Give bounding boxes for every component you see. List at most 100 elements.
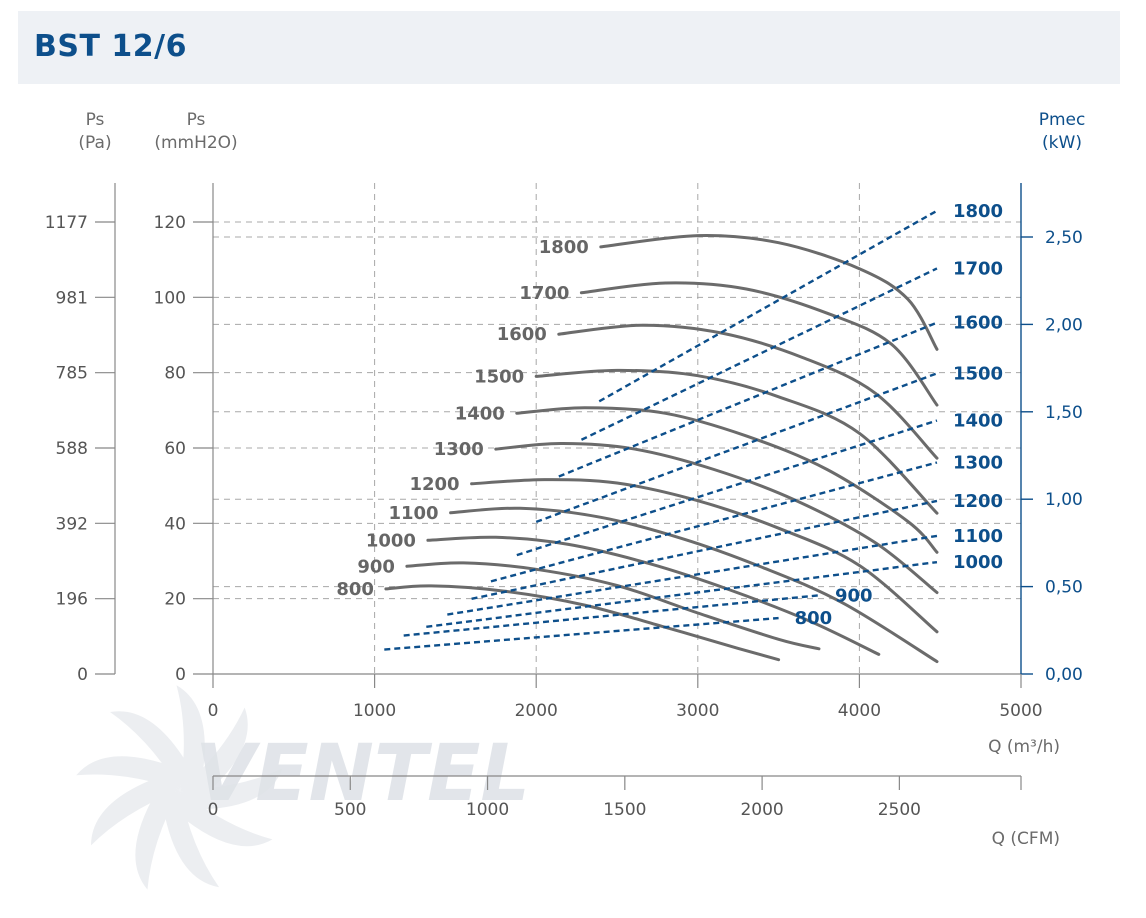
power-label-1400: 1400 (953, 411, 1003, 432)
power-curve-1100 (447, 534, 938, 616)
fan-blade-shape (176, 685, 205, 790)
power-curve-1500 (535, 372, 938, 524)
power-curve-1000 (426, 560, 938, 628)
cfm-tick-label: 1000 (466, 800, 509, 820)
pa-tick-label: 392 (56, 514, 88, 534)
power-label-1100: 1100 (953, 526, 1003, 547)
pmec-tick-label: 0,00 (1045, 665, 1083, 685)
x-tick-label: 5000 (999, 701, 1042, 721)
fan-blade-shape (110, 711, 185, 790)
pressure-curve-800 (384, 584, 781, 662)
x-tick-label: 0 (208, 701, 219, 721)
pressure-curve-1500 (534, 368, 939, 515)
pressure-label-1000: 1000 (366, 530, 416, 551)
pressure-curves: 8009001000110012001300140015001600170018… (336, 233, 939, 664)
mmh2o-tick-label: 100 (154, 288, 186, 308)
power-label-800: 800 (795, 608, 833, 629)
cfm-tick-label: 0 (208, 800, 219, 820)
pressure-label-1600: 1600 (497, 324, 547, 345)
pressure-label-1500: 1500 (474, 366, 524, 387)
power-label-900: 900 (835, 585, 873, 606)
pressure-label-1400: 1400 (455, 403, 505, 424)
x-tick-label: 2000 (515, 701, 558, 721)
mmh2o-tick-label: 20 (164, 590, 186, 610)
fan-blade-shape (76, 756, 180, 790)
pressure-label-800: 800 (336, 579, 374, 600)
pressure-label-1300: 1300 (434, 439, 484, 460)
pressure-curve-1400 (515, 406, 939, 554)
power-curve-1600 (558, 321, 938, 478)
pressure-label-1100: 1100 (388, 503, 438, 524)
pa-tick-label: 785 (56, 364, 88, 384)
pressure-curve-1800 (599, 233, 939, 351)
power-curve-900 (403, 594, 820, 637)
x-axis-title-cfm: Q (CFM) (992, 829, 1060, 849)
power-curve-1300 (490, 461, 938, 583)
fan-blade-shape (180, 768, 283, 810)
mmh2o-axis-title: Ps (187, 110, 206, 130)
pressure-curve-1300 (494, 441, 939, 595)
pmec-tick-label: 2,00 (1045, 315, 1083, 335)
fan-logo-watermark (76, 685, 283, 890)
grid-lines (213, 183, 1021, 674)
power-curve-800 (384, 616, 779, 651)
pa-tick-label: 196 (56, 590, 88, 610)
pmec-tick-label: 0,50 (1045, 578, 1083, 598)
mmh2o-axis-unit: (mmH2O) (154, 133, 237, 153)
cfm-tick-label: 1500 (603, 800, 646, 820)
watermark-text: VENTEL (195, 729, 530, 819)
pa-tick-label: 0 (77, 665, 88, 685)
pa-axis-title: Ps (86, 110, 105, 130)
fan-blade-shape (165, 790, 220, 888)
power-label-1300: 1300 (953, 452, 1003, 473)
pmec-axis-title: Pmec (1039, 110, 1086, 130)
pressure-curve-1000 (426, 535, 881, 656)
pressure-label-1200: 1200 (409, 474, 459, 495)
pa-tick-label: 981 (56, 288, 88, 308)
pmec-tick-label: 2,50 (1045, 228, 1083, 248)
pmec-tick-label: 1,50 (1045, 403, 1083, 423)
mmh2o-tick-label: 60 (164, 439, 186, 459)
power-curve-1200 (471, 499, 938, 601)
x-tick-label: 1000 (353, 701, 396, 721)
power-label-1500: 1500 (953, 363, 1003, 384)
pa-tick-label: 1177 (45, 213, 88, 233)
pressure-curve-1700 (579, 281, 939, 407)
power-label-1200: 1200 (953, 491, 1003, 512)
mmh2o-tick-label: 40 (164, 514, 186, 534)
axes: 0 196 392 588 785 981 1177 0 20 40 60 80 100 120 0,00 0… (45, 183, 1083, 820)
power-curve-1800 (598, 209, 938, 403)
power-label-1000: 1000 (953, 552, 1003, 573)
mmh2o-tick-label: 0 (175, 665, 186, 685)
pa-tick-label: 588 (56, 439, 88, 459)
x-tick-label: 4000 (838, 701, 881, 721)
power-curve-1400 (516, 419, 938, 557)
pressure-curve-900 (405, 561, 821, 651)
x-tick-label: 3000 (676, 701, 719, 721)
pa-axis-unit: (Pa) (78, 133, 111, 153)
cfm-tick-label: 500 (334, 800, 366, 820)
fan-blade-shape (180, 707, 248, 790)
power-label-1800: 1800 (953, 201, 1003, 222)
fan-blade-shape (180, 790, 273, 847)
mmh2o-tick-label: 80 (164, 364, 186, 384)
page-title: BST 12/6 (34, 29, 187, 64)
x-axis-title-m3h: Q (m³/h) (988, 737, 1060, 757)
cfm-tick-label: 2000 (740, 800, 783, 820)
pmec-tick-label: 1,00 (1045, 490, 1083, 510)
pressure-curve-1600 (557, 323, 939, 460)
cfm-tick-label: 2500 (878, 800, 921, 820)
pressure-label-1800: 1800 (539, 237, 589, 258)
fan-blade-shape (135, 790, 180, 890)
title-bar: BST 12/6 (18, 11, 1120, 84)
pressure-label-900: 900 (357, 556, 395, 577)
power-curve-1700 (580, 267, 938, 441)
fan-blade-shape (91, 779, 180, 846)
pressure-curve-1100 (449, 506, 939, 664)
power-label-1700: 1700 (953, 258, 1003, 279)
pmec-axis-unit: (kW) (1042, 133, 1082, 153)
mmh2o-tick-label: 120 (154, 213, 186, 233)
power-label-1600: 1600 (953, 313, 1003, 334)
